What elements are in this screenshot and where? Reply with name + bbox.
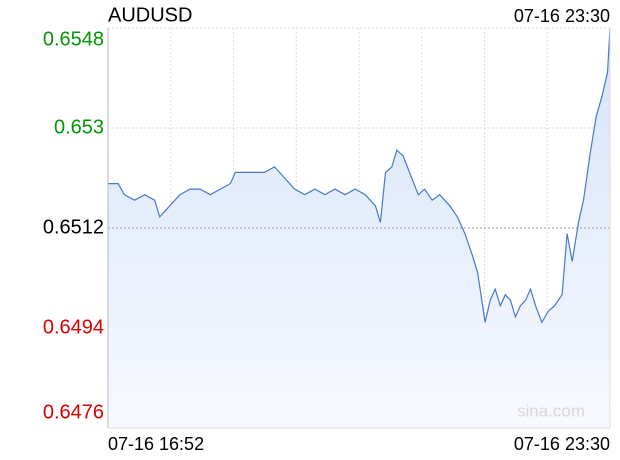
x-tick-label: 07-16 16:52 — [108, 434, 204, 454]
watermark: sina.com — [517, 401, 585, 420]
chart-title: AUDUSD — [108, 4, 192, 26]
timestamp: 07-16 23:30 — [514, 6, 610, 26]
x-tick-label: 07-16 23:30 — [514, 434, 610, 454]
y-tick-label: 0.6512 — [43, 216, 104, 238]
y-tick-label: 0.653 — [54, 116, 104, 138]
price-line — [108, 27, 611, 324]
area-fill — [108, 28, 610, 428]
y-tick-label: 0.6476 — [43, 401, 104, 423]
y-tick-label: 0.6494 — [43, 316, 104, 338]
y-tick-label: 0.6548 — [43, 28, 104, 50]
